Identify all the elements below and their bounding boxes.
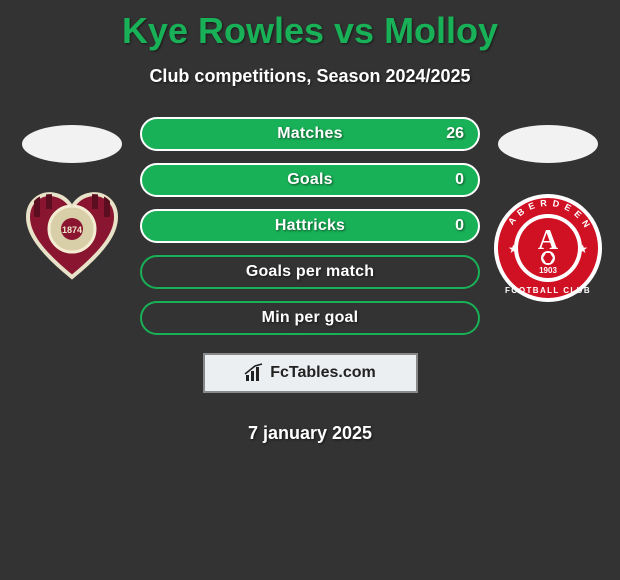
stats-column: Matches 26 Goals 0 Hattricks 0 Goals per match… <box>140 117 480 444</box>
fctables-logo-box[interactable]: FcTables.com <box>203 353 418 393</box>
stat-pill: Goals per match <box>140 255 480 289</box>
comparison-card: Kye Rowles vs Molloy Club competitions, … <box>0 0 620 580</box>
stat-value-right: 0 <box>455 171 464 189</box>
page-title: Kye Rowles vs Molloy <box>0 0 620 52</box>
stat-pill: Matches 26 <box>140 117 480 151</box>
stat-pill: Goals 0 <box>140 163 480 197</box>
date-text: 7 january 2025 <box>248 423 372 444</box>
stat-label: Goals <box>287 171 332 189</box>
left-player-column: 1874 <box>22 117 122 285</box>
stat-pill: Min per goal <box>140 301 480 335</box>
svg-text:FOOTBALL CLUB: FOOTBALL CLUB <box>505 286 591 295</box>
stat-pill-list: Matches 26 Goals 0 Hattricks 0 Goals per match… <box>140 117 480 335</box>
body-row: 1874 Matches 26 Goals 0 Hattricks 0 Goals per … <box>0 117 620 444</box>
subtitle: Club competitions, Season 2024/2025 <box>0 66 620 87</box>
stat-pill: Hattricks 0 <box>140 209 480 243</box>
stat-label: Goals per match <box>246 263 374 281</box>
right-avatar-placeholder <box>498 125 598 163</box>
right-player-column: A B E R D E E N FOOTBALL CLUB A 1903 ★ ★ <box>498 117 598 303</box>
stat-label: Matches <box>277 125 342 143</box>
stat-value-right: 26 <box>446 125 464 143</box>
svg-text:★: ★ <box>577 242 588 256</box>
right-club-badge-aberdeen: A B E R D E E N FOOTBALL CLUB A 1903 ★ ★ <box>493 193 603 303</box>
svg-text:1903: 1903 <box>539 266 557 275</box>
svg-text:★: ★ <box>508 242 519 256</box>
aberdeen-crest-icon: A B E R D E E N FOOTBALL CLUB A 1903 ★ ★ <box>493 193 603 303</box>
stat-label: Min per goal <box>262 309 359 327</box>
bar-chart-icon <box>244 363 264 383</box>
left-avatar-placeholder <box>22 125 122 163</box>
stat-value-right: 0 <box>455 217 464 235</box>
fctables-logo-text: FcTables.com <box>270 364 376 382</box>
svg-text:1874: 1874 <box>62 225 82 235</box>
hearts-crest-icon: 1874 <box>22 185 122 285</box>
left-club-badge-hearts: 1874 <box>22 185 122 285</box>
stat-label: Hattricks <box>275 217 345 235</box>
